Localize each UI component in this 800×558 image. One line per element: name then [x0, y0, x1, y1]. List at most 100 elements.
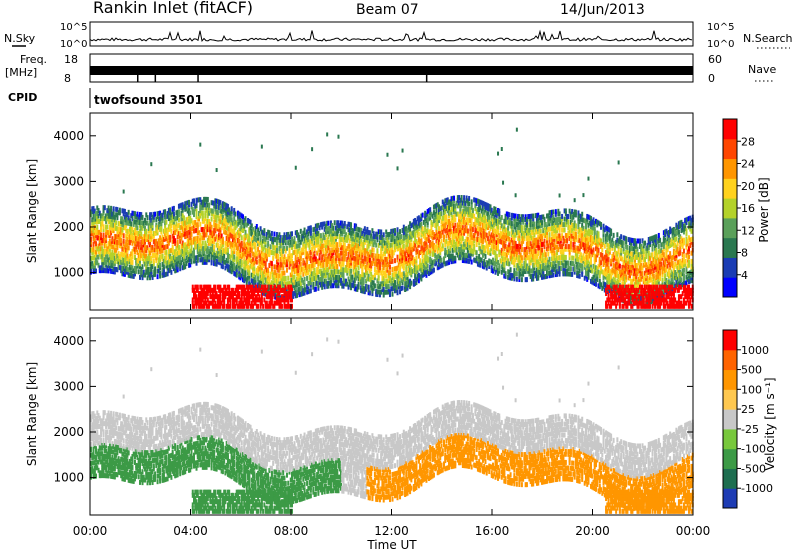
power-pixel — [123, 190, 125, 194]
power-pixel — [386, 153, 388, 157]
power-pixel — [497, 224, 499, 229]
power-pixel — [479, 263, 481, 268]
power-pixel — [256, 251, 258, 256]
power-pixel — [145, 229, 147, 234]
power-pixel — [510, 267, 512, 272]
power-pixel — [138, 269, 140, 274]
power-pixel — [497, 152, 499, 156]
power-pixel — [501, 147, 503, 151]
power-pixel — [511, 221, 513, 226]
nave-tick-bottom: 0 — [708, 72, 715, 85]
power-pixel — [157, 274, 159, 279]
power-pixel — [193, 198, 195, 203]
power-pixel — [508, 231, 510, 236]
power-pixel — [140, 231, 142, 236]
power-pixel — [350, 269, 352, 274]
power-pixel — [394, 258, 396, 263]
power-pixel — [299, 235, 301, 240]
nave-tick-top: 60 — [708, 53, 722, 66]
power-pixel — [508, 212, 510, 217]
power-pixel — [418, 232, 420, 237]
power-pixel — [165, 250, 167, 255]
freq-tick-bottom: 8 — [64, 72, 71, 85]
power-pixel — [189, 210, 191, 215]
power-pixel — [222, 264, 224, 269]
power-pixel — [310, 288, 312, 293]
power-pixel — [516, 277, 518, 282]
power-pixel — [300, 229, 302, 234]
power-pixel — [208, 203, 210, 208]
power-pixel — [306, 276, 308, 281]
power-pixel — [501, 215, 503, 220]
power-pixel — [256, 260, 258, 265]
power-pixel — [410, 281, 412, 286]
power-pixel — [228, 285, 230, 290]
power-pixel — [397, 227, 399, 232]
power-pixel — [96, 225, 98, 230]
power-pixel — [272, 256, 274, 261]
noise-left-tick-bottom: 10^0 — [60, 39, 87, 50]
power-pixel — [255, 275, 257, 280]
power-pixel — [214, 285, 216, 290]
power-pixel — [113, 206, 115, 211]
power-pixel — [446, 214, 448, 219]
power-pixel — [197, 285, 199, 290]
power-pixel — [170, 229, 172, 234]
power-pixel — [207, 197, 209, 202]
cpid-program: twofsound 3501 — [94, 93, 203, 107]
power-pixel — [419, 258, 421, 263]
power-pixel — [462, 236, 464, 241]
power-pixel — [420, 238, 422, 243]
power-pixel — [100, 233, 102, 238]
power-pixel — [255, 242, 257, 247]
power-pixel — [287, 276, 289, 281]
power-pixel — [169, 207, 171, 212]
power-pixel — [173, 211, 175, 216]
power-pixel — [383, 232, 385, 237]
power-pixel — [199, 222, 201, 227]
power-pixel — [178, 245, 180, 250]
power-pixel — [471, 260, 473, 265]
power-pixel — [515, 193, 517, 197]
power-pixel — [471, 199, 473, 204]
power-pixel — [285, 276, 287, 281]
power-pixel — [332, 226, 334, 231]
power-pixel — [394, 280, 396, 285]
noise-right-label: N.Search — [743, 32, 793, 45]
power-pixel — [277, 254, 279, 259]
beam-label: Beam 07 — [356, 2, 419, 18]
power-pixel — [400, 234, 402, 239]
freq-trace — [90, 66, 693, 75]
power-pixel — [211, 217, 213, 222]
power-pixel — [273, 232, 275, 237]
power-pixel — [351, 275, 353, 280]
power-pixel — [373, 248, 375, 253]
power-pixel — [103, 233, 105, 238]
power-pixel — [212, 209, 214, 214]
noise-left-tick-top: 10^5 — [60, 22, 87, 33]
power-pixel — [473, 244, 475, 249]
power-pixel — [507, 225, 509, 230]
power-pixel — [496, 254, 498, 259]
power-pixel — [488, 215, 490, 220]
noise-panel-frame — [90, 22, 693, 46]
power-pixel — [95, 241, 97, 246]
power-pixel — [454, 217, 456, 222]
power-pixel — [402, 149, 404, 153]
power-pixel — [286, 246, 288, 251]
power-pixel — [245, 216, 247, 221]
power-pixel — [350, 222, 352, 227]
power-pixel — [248, 235, 250, 240]
power-pixel — [154, 212, 156, 217]
power-pixel — [471, 221, 473, 226]
power-pixel — [174, 238, 176, 243]
power-pixel — [422, 213, 424, 218]
power-pixel — [162, 254, 164, 259]
power-pixel — [104, 205, 106, 210]
power-pixel — [295, 166, 297, 170]
power-pixel — [241, 241, 243, 246]
power-pixel — [463, 195, 465, 200]
power-pixel — [223, 254, 225, 259]
power-pixel — [389, 270, 391, 275]
power-pixel — [516, 128, 518, 132]
